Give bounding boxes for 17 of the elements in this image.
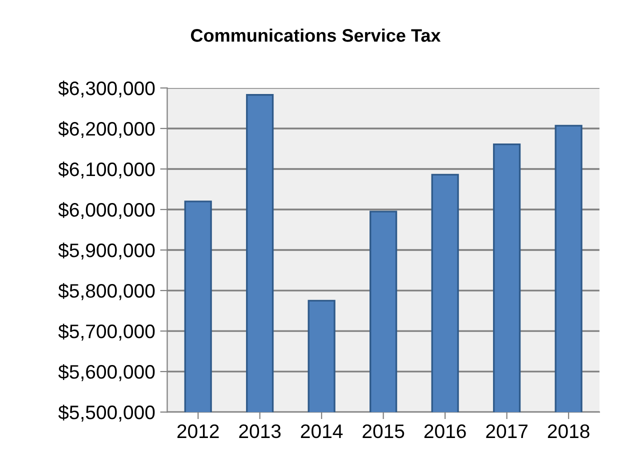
- y-tick-label: $6,100,000: [58, 162, 155, 179]
- y-tick-label: $5,500,000: [58, 404, 155, 422]
- x-tick-label: 2018: [548, 424, 590, 438]
- x-tick-label: 2015: [362, 424, 404, 438]
- x-tick-label: 2012: [177, 424, 219, 438]
- x-tick-label: 2016: [424, 424, 466, 438]
- x-tick-label: 2017: [486, 424, 528, 438]
- y-tick-label: $6,000,000: [58, 202, 155, 220]
- y-tick-label: $5,600,000: [58, 364, 155, 382]
- y-tick-label: $5,700,000: [58, 324, 155, 341]
- y-tick-label: $5,900,000: [58, 242, 155, 260]
- y-tick-label: $5,800,000: [58, 283, 155, 300]
- y-tick-label: $6,300,000: [58, 80, 155, 98]
- y-tick-label: $6,200,000: [58, 121, 155, 138]
- x-tick-label: 2013: [239, 424, 281, 438]
- chart-title: Communications Service Tax: [190, 28, 441, 42]
- x-tick-label: 2014: [300, 424, 343, 438]
